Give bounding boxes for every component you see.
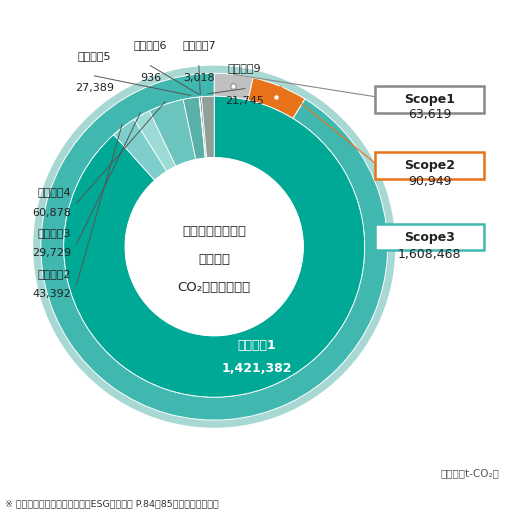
- Wedge shape: [134, 111, 176, 171]
- FancyBboxPatch shape: [374, 224, 484, 250]
- Circle shape: [125, 157, 303, 336]
- Wedge shape: [183, 97, 205, 159]
- Wedge shape: [201, 96, 214, 158]
- Wedge shape: [214, 73, 252, 100]
- Text: Scope2: Scope2: [404, 159, 455, 172]
- Text: カテゴリ4: カテゴリ4: [38, 187, 71, 197]
- Text: 936: 936: [139, 73, 161, 83]
- Text: 21,745: 21,745: [225, 96, 264, 106]
- Text: 43,392: 43,392: [33, 289, 71, 299]
- Wedge shape: [200, 97, 206, 158]
- Wedge shape: [114, 119, 166, 180]
- Wedge shape: [149, 100, 195, 166]
- Wedge shape: [33, 66, 394, 428]
- Text: 29,729: 29,729: [32, 248, 71, 258]
- Wedge shape: [247, 78, 304, 118]
- Text: サプライチェーン: サプライチェーン: [182, 225, 246, 238]
- Text: 60,878: 60,878: [33, 208, 71, 217]
- FancyBboxPatch shape: [374, 152, 484, 179]
- Text: 1,608,468: 1,608,468: [397, 248, 461, 261]
- Text: カテゴリ2: カテゴリ2: [38, 269, 71, 279]
- Text: 3,018: 3,018: [183, 73, 214, 83]
- FancyBboxPatch shape: [374, 86, 484, 113]
- Wedge shape: [64, 96, 364, 397]
- Wedge shape: [41, 73, 387, 420]
- Text: カテゴリ1: カテゴリ1: [237, 340, 276, 352]
- Text: 1,421,382: 1,421,382: [221, 362, 292, 375]
- Text: カテゴリ9: カテゴリ9: [228, 63, 261, 73]
- Text: カテゴリ5: カテゴリ5: [77, 50, 111, 61]
- Text: CO₂排出量の内訳: CO₂排出量の内訳: [177, 281, 250, 294]
- Text: カテゴリ6: カテゴリ6: [133, 40, 167, 50]
- Text: ※ 算定方法・算定範囲の詳細はESGデータ集 P.84〜85に記載しています: ※ 算定方法・算定範囲の詳細はESGデータ集 P.84〜85に記載しています: [5, 500, 218, 509]
- Text: 90,949: 90,949: [407, 175, 450, 188]
- Text: における: における: [198, 253, 230, 266]
- Text: Scope1: Scope1: [404, 93, 455, 106]
- Text: （単位：t-CO₂）: （単位：t-CO₂）: [440, 468, 499, 478]
- Text: 63,619: 63,619: [407, 107, 450, 121]
- Text: カテゴリ7: カテゴリ7: [182, 40, 215, 50]
- Text: Scope3: Scope3: [404, 231, 454, 244]
- Text: カテゴリ3: カテゴリ3: [38, 228, 71, 238]
- Wedge shape: [199, 97, 205, 158]
- Text: 27,389: 27,389: [75, 83, 114, 93]
